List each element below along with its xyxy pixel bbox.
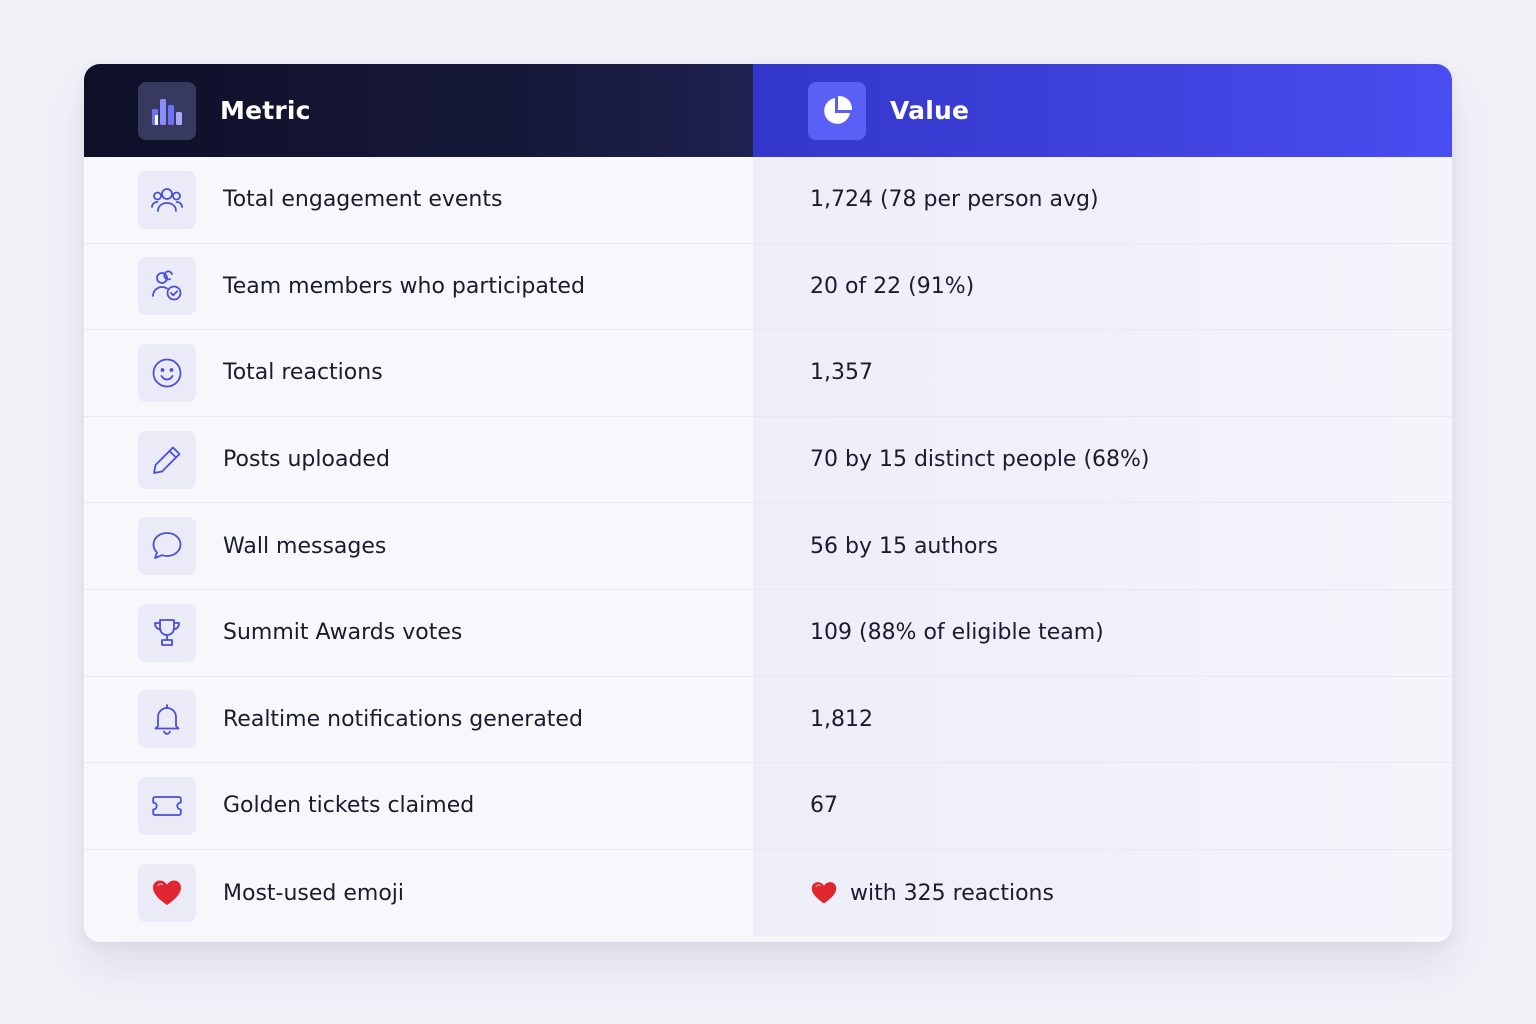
metric-cell: Total engagement events (84, 157, 753, 243)
metric-label: Posts uploaded (223, 447, 390, 473)
metric-value: with 325 reactions (850, 880, 1054, 906)
metric-value: 1,724 (78 per person avg) (810, 187, 1099, 213)
metrics-table: Metric Value (84, 64, 1452, 942)
value-cell: 1,812 (753, 676, 1452, 763)
metric-label: Team members who participated (223, 273, 585, 299)
value-cell: with 325 reactions (753, 849, 1452, 937)
table-header: Metric Value (84, 64, 1452, 157)
table-row: Most-used emoji with 325 reactions (84, 849, 1452, 937)
value-cell: 109 (88% of eligible team) (753, 589, 1452, 676)
metric-label: Total reactions (223, 360, 383, 386)
metric-column-header: Metric (84, 64, 753, 157)
metric-value: 1,812 (810, 706, 873, 732)
metric-cell: Golden tickets claimed (84, 763, 753, 849)
value-cell: 67 (753, 763, 1452, 849)
table-row: Team members who participated 20 of 22 (… (84, 243, 1452, 331)
pie-chart-icon (808, 81, 866, 140)
speech-bubble-icon (138, 517, 196, 576)
table-row: Summit Awards votes 109 (88% of eligible… (84, 589, 1452, 677)
metric-label: Summit Awards votes (223, 620, 463, 646)
metric-cell: Posts uploaded (84, 416, 753, 503)
metric-cell: Most-used emoji (84, 849, 753, 937)
table-row: Total engagement events 1,724 (78 per pe… (84, 157, 1452, 244)
metric-value: 70 by 15 distinct people (68%) (810, 447, 1150, 473)
metric-label: Most-used emoji (223, 880, 405, 906)
value-header-label: Value (890, 96, 970, 125)
ticket-icon (138, 776, 196, 835)
metric-cell: Wall messages (84, 503, 753, 589)
metric-value: 56 by 15 authors (810, 533, 998, 559)
table-row: Golden tickets claimed 67 (84, 763, 1452, 850)
metric-cell: Realtime notifications generated (84, 676, 753, 763)
metric-cell: Team members who participated (84, 243, 753, 330)
metric-value: 1,357 (810, 360, 873, 386)
metric-label: Total engagement events (223, 187, 503, 213)
table-row: Total reactions 1,357 (84, 330, 1452, 417)
metric-value: 20 of 22 (91%) (810, 273, 975, 299)
bell-icon (138, 690, 196, 749)
smiley-icon (138, 343, 196, 402)
metric-label: Golden tickets claimed (223, 793, 475, 819)
metric-value: 109 (88% of eligible team) (810, 620, 1104, 646)
users-group-icon (138, 170, 196, 229)
value-cell: 1,357 (753, 330, 1452, 416)
pencil-icon (138, 430, 196, 489)
heart-emoji-icon (810, 879, 838, 907)
metric-label: Wall messages (223, 533, 387, 559)
metric-label: Realtime notifications generated (223, 706, 583, 732)
value-cell: 70 by 15 distinct people (68%) (753, 416, 1452, 503)
trophy-icon (138, 603, 196, 662)
table-row: Realtime notifications generated 1,812 (84, 676, 1452, 764)
metric-value: 67 (810, 793, 838, 819)
value-cell: 20 of 22 (91%) (753, 243, 1452, 330)
heart-emoji-icon (138, 864, 196, 923)
metric-header-label: Metric (220, 96, 311, 125)
value-cell: 1,724 (78 per person avg) (753, 157, 1452, 243)
bar-chart-icon (138, 81, 196, 140)
table-row: Wall messages 56 by 15 authors (84, 503, 1452, 590)
metric-cell: Total reactions (84, 330, 753, 416)
value-column-header: Value (753, 64, 1452, 157)
table-row: Posts uploaded 70 by 15 distinct people … (84, 416, 1452, 504)
value-cell: 56 by 15 authors (753, 503, 1452, 589)
user-check-icon (138, 257, 196, 316)
metric-cell: Summit Awards votes (84, 589, 753, 676)
